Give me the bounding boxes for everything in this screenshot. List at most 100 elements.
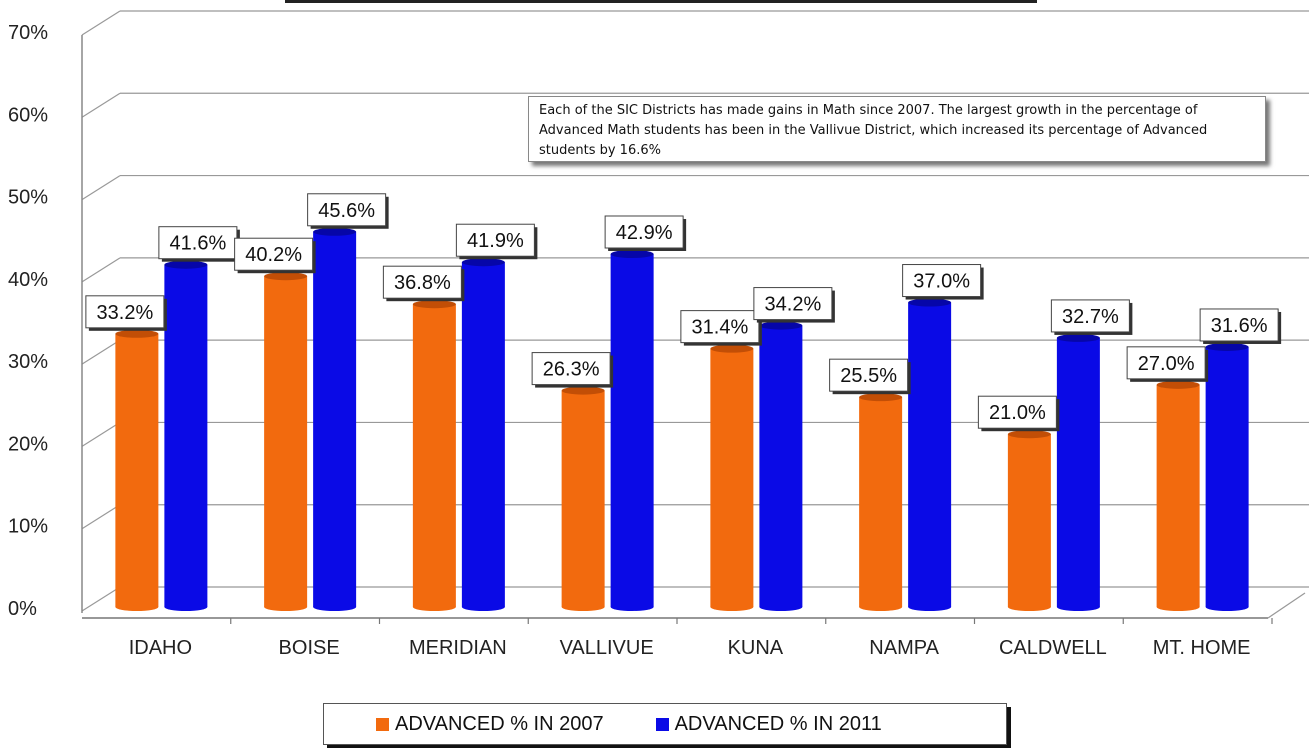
bar-top <box>1205 342 1249 351</box>
bar-base <box>264 603 308 611</box>
bar-top <box>461 258 505 267</box>
data-label: 41.9% <box>467 230 524 252</box>
bar-base <box>1007 603 1051 611</box>
bar-top <box>859 393 903 402</box>
bar-2011 <box>461 262 505 607</box>
legend-swatch-2007 <box>376 717 389 731</box>
bar-top <box>313 227 357 236</box>
data-label-box <box>158 226 238 260</box>
data-label: 41.6% <box>170 233 227 255</box>
y-tick-label: 30% <box>8 351 48 373</box>
data-label: 31.6% <box>1211 315 1268 337</box>
legend-item-2011: ADVANCED % IN 2011 <box>655 712 882 736</box>
legend-label-2011: ADVANCED % IN 2011 <box>674 712 882 735</box>
data-label: 31.4% <box>692 317 749 339</box>
bar-top <box>759 321 803 330</box>
bar-base <box>561 603 605 611</box>
bar-top <box>561 386 605 395</box>
bar-base <box>1205 603 1249 611</box>
legend-swatch-2011 <box>655 717 669 731</box>
bar-base <box>412 603 456 611</box>
bar-base <box>1156 603 1200 611</box>
gridline-depth <box>81 175 121 201</box>
bar-base <box>1056 603 1100 611</box>
data-label-box <box>977 395 1057 429</box>
bar-top <box>412 300 456 309</box>
y-tick-label: 20% <box>8 433 48 455</box>
gridline-depth <box>81 92 121 118</box>
data-label: 45.6% <box>318 200 375 222</box>
bar-top <box>1056 333 1100 342</box>
y-tick-label: 10% <box>8 516 48 538</box>
data-label: 34.2% <box>765 294 822 316</box>
data-label-box <box>1050 299 1130 333</box>
data-label: 36.8% <box>394 272 451 294</box>
x-tick-label: CALDWELL <box>999 637 1107 659</box>
data-label-box <box>680 310 760 344</box>
bar-2011 <box>1056 337 1100 607</box>
bar-top <box>908 298 952 307</box>
bar-base <box>859 603 903 611</box>
data-label-box <box>85 295 165 329</box>
x-tick-label: MERIDIAN <box>409 637 507 659</box>
bar-2011 <box>610 253 654 607</box>
data-label-box <box>307 193 387 227</box>
gridline-depth <box>81 339 121 365</box>
gridline-depth <box>81 586 121 612</box>
data-label: 26.3% <box>543 359 600 381</box>
data-label-box <box>753 287 833 321</box>
x-tick-label: MT. HOME <box>1153 637 1251 659</box>
bar-2007 <box>1156 384 1200 607</box>
bar-top <box>610 249 654 258</box>
y-tick-label: 50% <box>8 187 48 209</box>
bar-top <box>710 344 754 353</box>
bar-top <box>1156 380 1200 389</box>
bar-base <box>461 603 505 611</box>
data-label-box <box>531 352 611 386</box>
data-label: 27.0% <box>1138 353 1195 375</box>
gridline-depth <box>81 504 121 530</box>
bar-2011 <box>908 302 952 607</box>
x-tick-label: IDAHO <box>129 637 192 659</box>
data-label: 33.2% <box>97 302 154 324</box>
bar-2007 <box>412 304 456 607</box>
chart-legend: ADVANCED % IN 2007 ADVANCED % IN 2011 <box>323 703 1007 745</box>
legend-label-2007: ADVANCED % IN 2007 <box>395 712 604 735</box>
data-label: 32.7% <box>1062 306 1119 328</box>
data-label-box <box>234 237 314 271</box>
bar-base <box>908 603 952 611</box>
title-underline <box>285 0 1037 3</box>
floor-edge <box>1267 592 1306 619</box>
data-label-box <box>1126 346 1206 380</box>
bar-2007 <box>115 333 159 607</box>
gridline-depth <box>81 257 121 283</box>
bar-2011 <box>164 264 208 607</box>
bar-base <box>710 603 754 611</box>
x-tick-label: BOISE <box>279 637 340 659</box>
bar-top <box>164 260 208 269</box>
bar-base <box>610 603 654 611</box>
bar-base <box>759 603 803 611</box>
bar-2007 <box>1007 434 1051 607</box>
data-label: 42.9% <box>616 222 673 244</box>
chart-annotation: Each of the SIC Districts has made gains… <box>528 96 1266 162</box>
data-label-box <box>829 358 909 392</box>
data-label: 21.0% <box>989 402 1046 424</box>
data-label-box <box>1199 308 1279 342</box>
data-label: 25.5% <box>840 365 897 387</box>
legend-item-2007: ADVANCED % IN 2007 <box>376 713 604 736</box>
bar-2011 <box>759 325 803 607</box>
data-label: 40.2% <box>245 244 302 266</box>
data-label: 37.0% <box>913 271 970 293</box>
bar-base <box>164 603 208 611</box>
bar-base <box>313 603 357 611</box>
y-tick-label: 0% <box>8 598 37 620</box>
x-tick-label: KUNA <box>728 637 784 659</box>
data-label-box <box>382 265 462 299</box>
bar-base <box>115 603 159 611</box>
bar-top <box>264 272 308 281</box>
bar-2007 <box>264 276 308 607</box>
y-tick-label: 60% <box>8 104 48 126</box>
x-tick-label: NAMPA <box>869 637 939 659</box>
